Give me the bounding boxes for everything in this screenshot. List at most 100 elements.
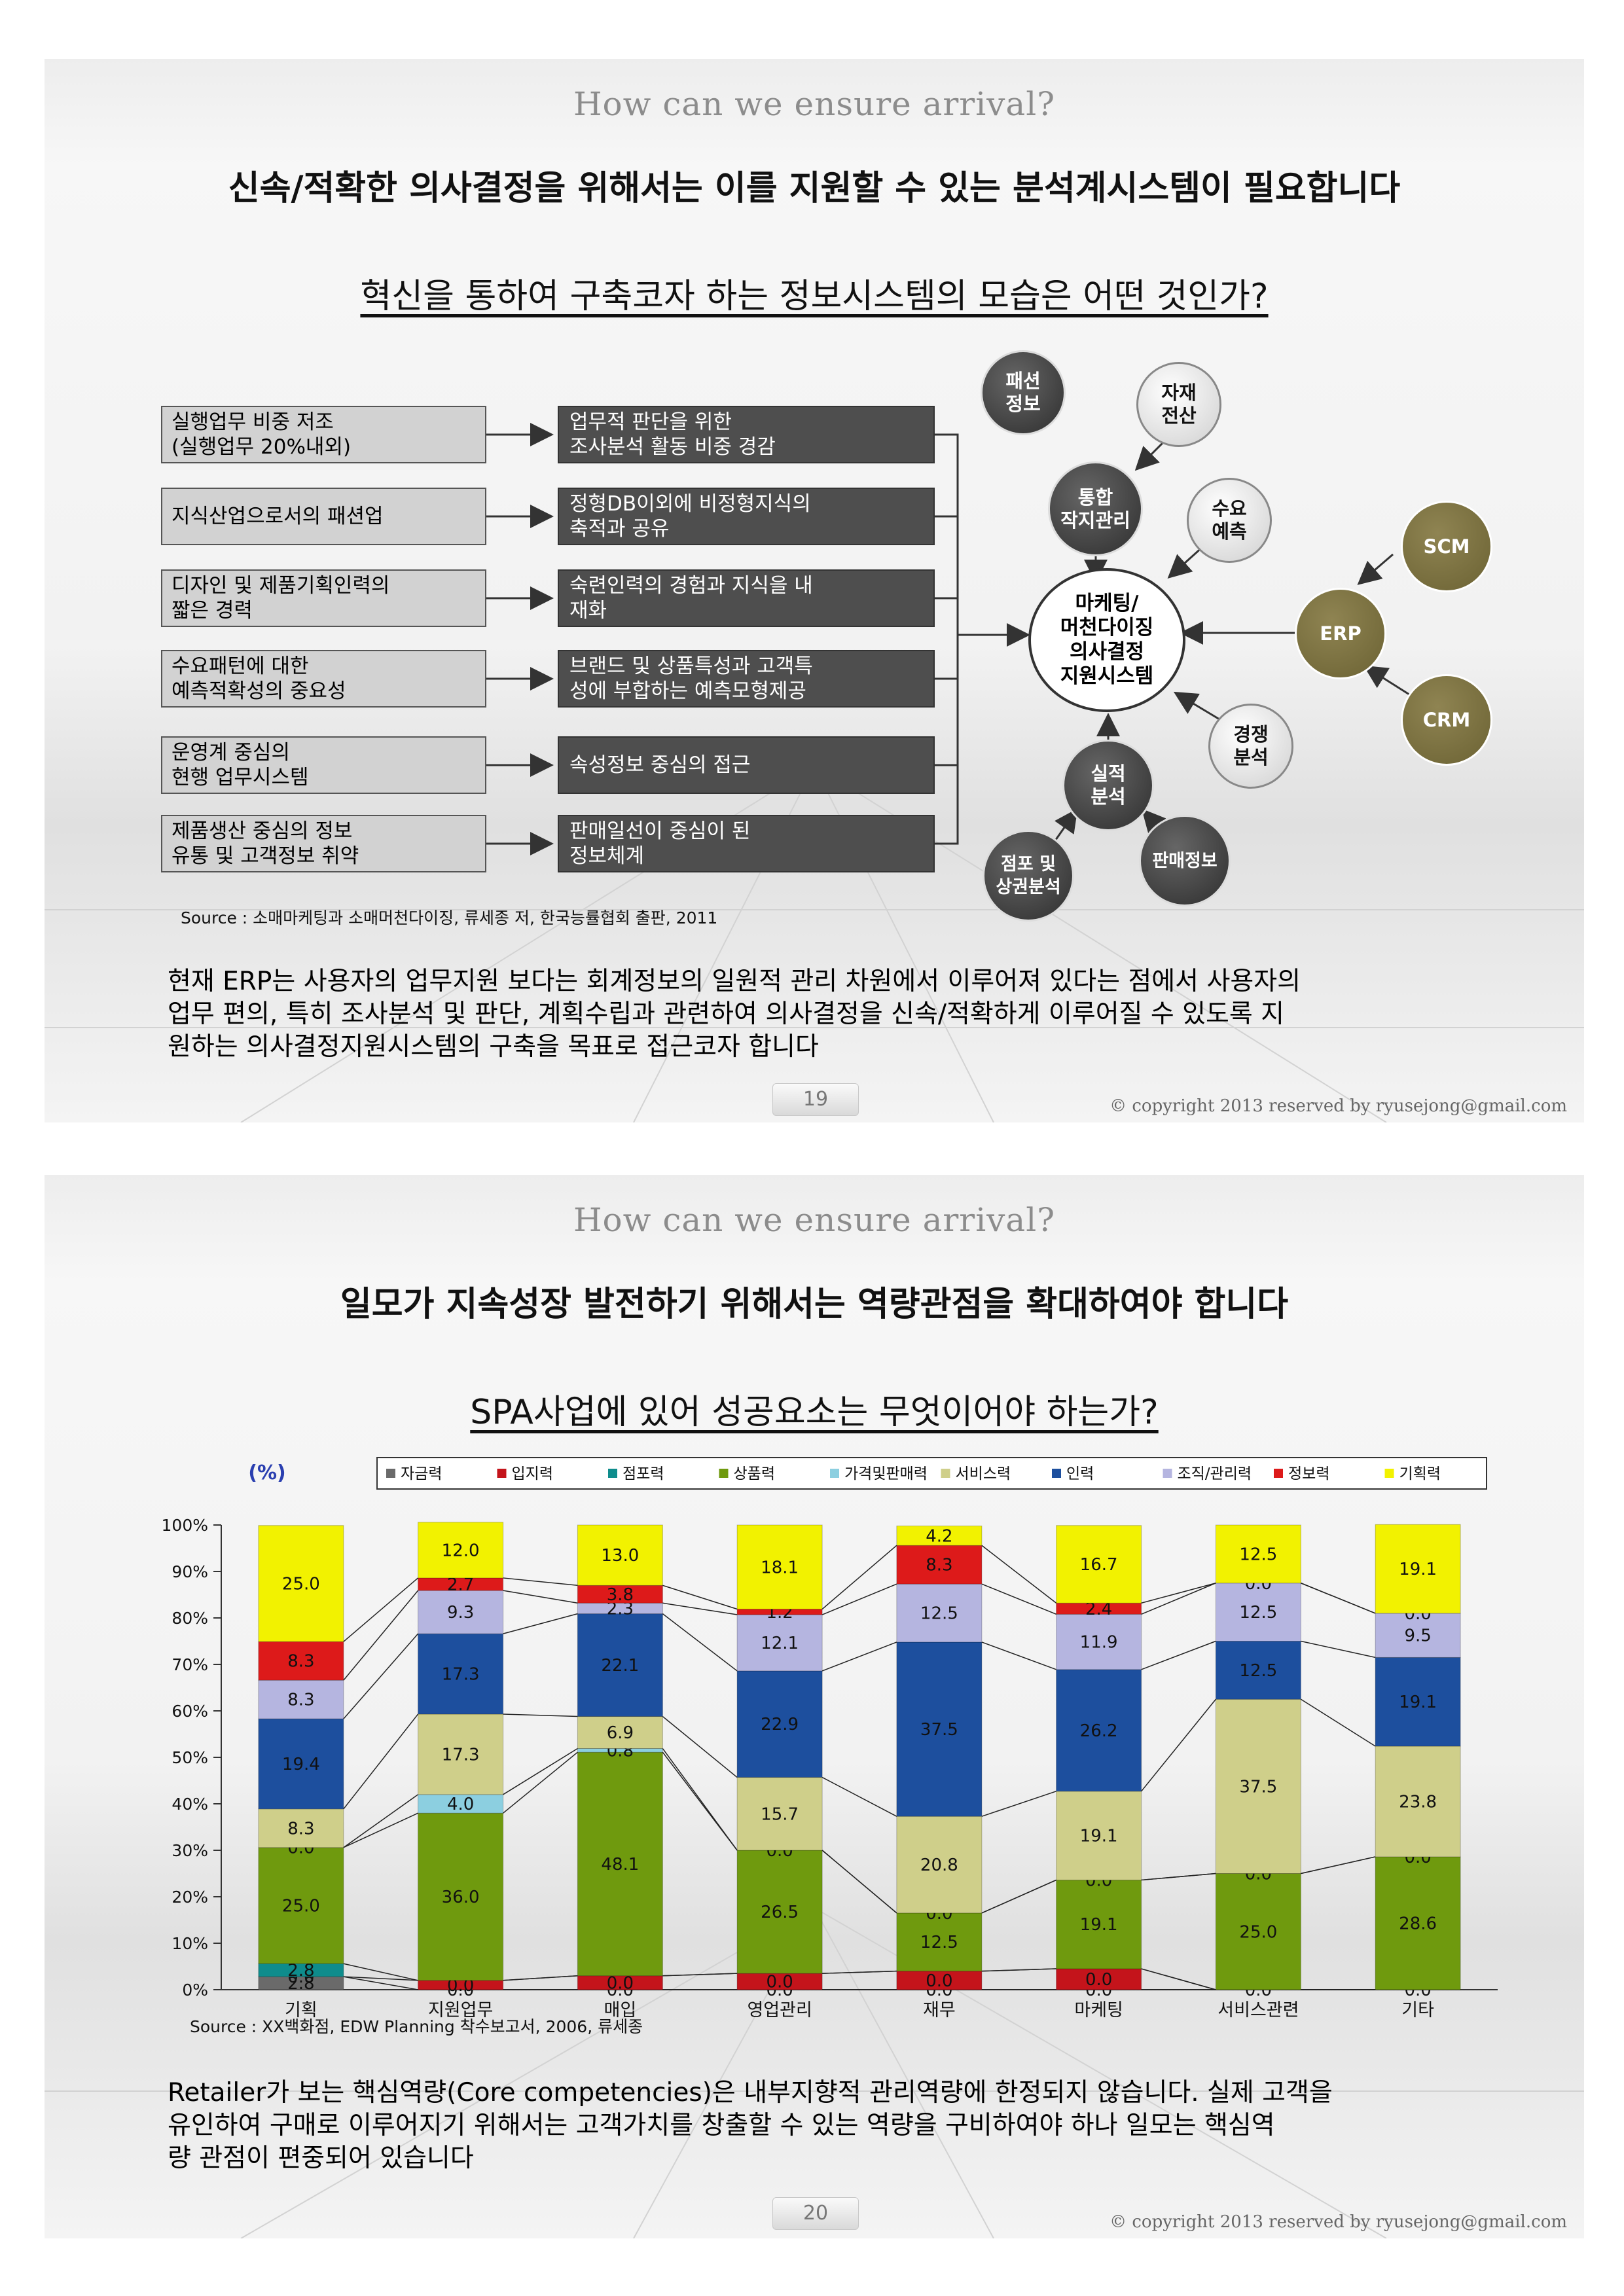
bar-segment — [736, 1614, 823, 1672]
series-connector — [503, 1751, 578, 1814]
performance-analysis-circle: 실적 분석 — [1062, 740, 1154, 831]
bar-segment — [258, 1641, 344, 1681]
circle-line: 예측 — [1212, 520, 1247, 543]
y-tick-label: 10% — [171, 1934, 208, 1953]
bar-segment — [1215, 1583, 1301, 1641]
y-tick-label: 40% — [171, 1795, 208, 1814]
issue-line: 지식산업으로서의 패션업 — [171, 505, 384, 528]
competency-stacked-bar-chart: (%) 자금력 입지력 점포력 상품력 가격및판매력 서비스력 인력 조직/관리력 정보력 기획력 0… — [162, 1457, 1498, 2020]
data-label: 2.8 — [287, 1961, 314, 1981]
legend-label: 가격및판매력 — [844, 1465, 928, 1482]
series-connector — [343, 1812, 418, 1848]
demand-forecast-circle: 수요 예측 — [1187, 478, 1272, 563]
data-label: 0.0 — [1085, 1970, 1112, 1990]
circle-line: 전산 — [1161, 404, 1197, 427]
bar-segment — [1056, 1525, 1142, 1604]
issue-box: 지식산업으로서의 패션업 — [161, 488, 486, 545]
circle-line: SCM — [1423, 535, 1470, 558]
series-connector — [503, 1748, 578, 1795]
x-category-label: 마케팅 — [1074, 2000, 1123, 2020]
response-box: 속성정보 중심의 접근 — [558, 736, 935, 794]
issue-line: 현행 업무시스템 — [171, 766, 309, 789]
data-label: 12.5 — [1239, 1545, 1277, 1564]
data-label: 37.5 — [1239, 1777, 1277, 1797]
x-category-label: 재무 — [923, 2000, 956, 2020]
bar-segment — [577, 1613, 663, 1717]
series-connector — [343, 1577, 419, 1642]
response-box: 숙련인력의 경험과 지식을 내 재화 — [558, 569, 935, 627]
issue-line: 제품생산 중심의 정보 — [171, 819, 353, 843]
issue-line: 유통 및 고객정보 취약 — [171, 844, 359, 868]
bar-segment — [1056, 1879, 1142, 1969]
data-label: 8.3 — [287, 1691, 314, 1710]
legend-label: 기획력 — [1399, 1465, 1441, 1482]
legend-swatch — [1052, 1469, 1061, 1478]
legend-swatch — [719, 1469, 729, 1478]
store-area-analysis-circle: 점포 및 상권분석 — [983, 830, 1074, 922]
slide-header-title: How can we ensure arrival? — [573, 85, 1056, 123]
data-label: 25.0 — [1239, 1922, 1277, 1942]
circle-line: 분석 — [1091, 785, 1126, 808]
bar-segment — [418, 1794, 504, 1814]
legend-swatch — [830, 1469, 839, 1478]
bar-segment — [1056, 1613, 1142, 1670]
data-label: 9.3 — [447, 1603, 474, 1623]
bar-segment — [1375, 1746, 1461, 1857]
slide-subquestion: SPA사업에 있어 성공요소는 무엇이어야 하는가? — [470, 1393, 1159, 1432]
series-connector — [821, 1641, 897, 1672]
data-label: 8.3 — [287, 1652, 314, 1672]
circle-line: 수요 — [1212, 497, 1247, 520]
data-label: 3.8 — [607, 1585, 634, 1605]
erp-circle: ERP — [1295, 588, 1386, 679]
body-line: 량 관점이 편중되어 있습니다 — [168, 2144, 474, 2173]
circle-line: 분석 — [1233, 746, 1269, 768]
legend-swatch — [1384, 1469, 1394, 1478]
response-line: 업무적 판단을 위한 — [569, 410, 732, 434]
bar-segment — [418, 1590, 504, 1634]
circle-line: 상권분석 — [996, 877, 1061, 897]
slide-19: How can we ensure arrival? 신속/적확한 의사결정을 … — [45, 59, 1584, 1122]
data-label: 4.2 — [926, 1526, 952, 1546]
bar-segment — [418, 1633, 504, 1715]
response-line: 재화 — [569, 599, 607, 622]
circle-line: 판매정보 — [1152, 850, 1218, 871]
copyright-notice: © copyright 2013 reserved by ryusejong@g… — [1110, 1096, 1567, 1116]
data-label: 19.4 — [282, 1755, 320, 1774]
bar-segment — [736, 1524, 823, 1610]
series-connector — [981, 1791, 1056, 1817]
response-line: 정보체계 — [569, 844, 645, 868]
issue-line: 짧은 경력 — [171, 599, 253, 622]
series-connector — [503, 1975, 578, 1981]
hub-line: 의사결정 — [1069, 640, 1145, 664]
body-line: 유인하여 구매로 이루어지기 위해서는 고객가치를 창출할 수 있는 역량을 구… — [168, 2111, 1275, 2140]
y-tick-label: 30% — [171, 1841, 208, 1860]
legend-label: 서비스력 — [956, 1465, 1011, 1482]
bar-segment — [896, 1641, 983, 1817]
y-tick-label: 50% — [171, 1748, 208, 1767]
series-connector — [1301, 1640, 1376, 1659]
data-label: 19.1 — [1080, 1827, 1118, 1846]
body-paragraph: 현재 ERP는 사용자의 업무지원 보다는 회계정보의 일원적 관리 차원에서 … — [168, 965, 1516, 1064]
bar-segment — [1375, 1856, 1461, 1990]
response-line: 판매일선이 중심이 된 — [569, 819, 751, 843]
hub-line: 지원시스템 — [1060, 664, 1154, 688]
series-connector — [981, 1545, 1057, 1604]
issue-box: 제품생산 중심의 정보 유통 및 고객정보 취약 — [161, 815, 486, 872]
data-label: 6.9 — [607, 1723, 634, 1743]
bar-segment — [258, 1718, 344, 1810]
series-connector — [1141, 1698, 1216, 1792]
circle-line: 작지관리 — [1060, 509, 1130, 531]
series-connector — [981, 1583, 1056, 1615]
data-label: 25.0 — [282, 1574, 320, 1594]
series-connector — [503, 1713, 578, 1717]
data-label: 26.5 — [761, 1903, 799, 1922]
bar-segment — [736, 1973, 823, 1990]
series-connector — [981, 1879, 1056, 1914]
body-line: 원하는 의사결정지원시스템의 구축을 목표로 접근코자 합니다 — [168, 1032, 819, 1062]
series-connector — [503, 1577, 578, 1587]
series-connector — [821, 1850, 897, 1914]
y-tick-label: 70% — [171, 1655, 208, 1674]
legend-swatch — [497, 1469, 507, 1478]
bar-segment — [736, 1670, 823, 1778]
data-label: 25.0 — [282, 1896, 320, 1916]
